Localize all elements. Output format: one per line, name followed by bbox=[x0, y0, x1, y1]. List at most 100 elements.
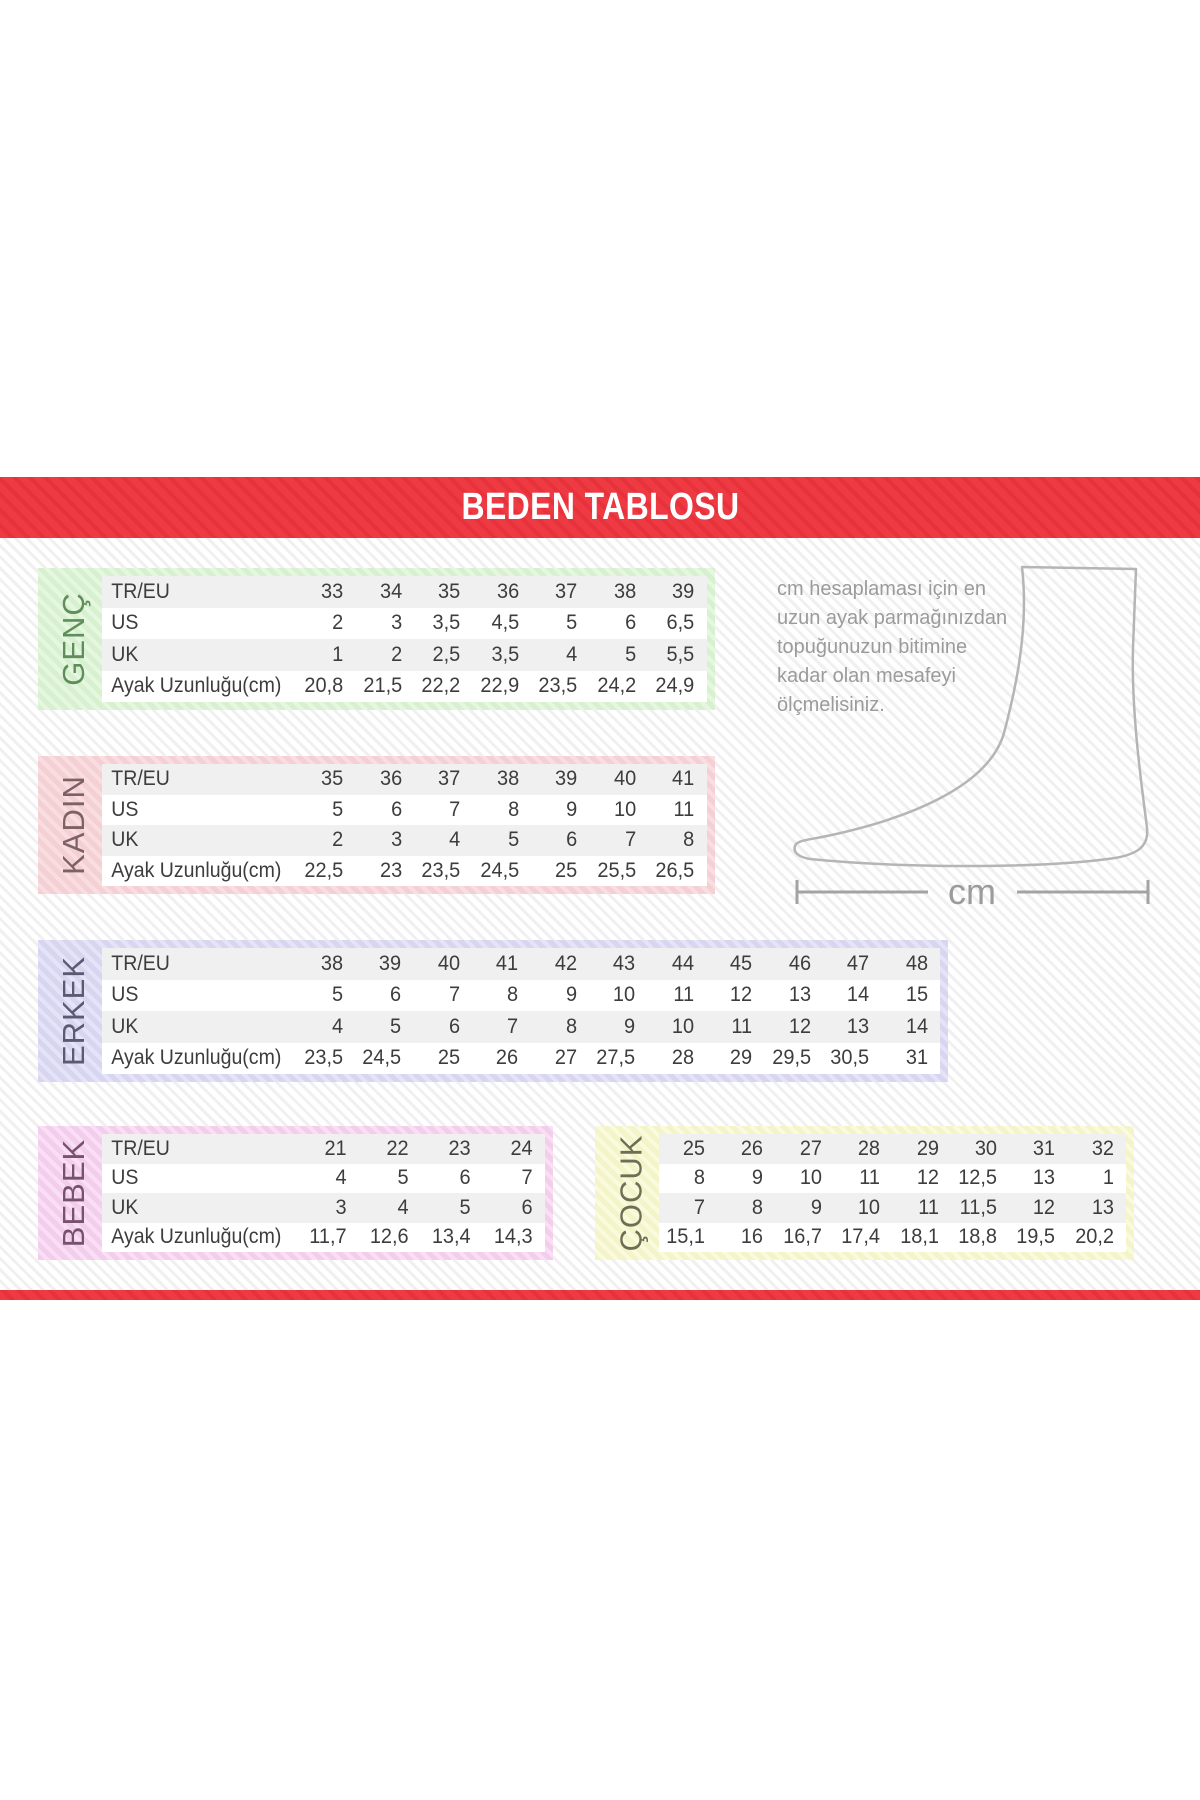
table-cell: 11,5 bbox=[959, 1195, 997, 1219]
table-cell: 5 bbox=[397, 1166, 409, 1190]
table-label-text: KADIN bbox=[56, 775, 91, 875]
table-cell: 22,9 bbox=[480, 674, 519, 698]
table-cell: 12 bbox=[1033, 1195, 1056, 1219]
table-cell: 8 bbox=[693, 1166, 706, 1190]
table-cell: 3,5 bbox=[491, 642, 519, 666]
table-label-cocuk: ÇOCUK bbox=[603, 1134, 659, 1252]
table-cell: 23,5 bbox=[421, 858, 461, 882]
table-row: US 5 6 7 8 9 10 11 12 13 14 15 bbox=[102, 980, 940, 1012]
table-cell: 23 bbox=[379, 858, 402, 882]
table-cell: 43 bbox=[613, 951, 636, 975]
table-cell: 16 bbox=[741, 1225, 764, 1249]
table-cell: 25 bbox=[682, 1136, 706, 1160]
size-table-erkek: ERKEK TR/EU 38 39 40 41 42 43 44 45 46 47 48 US 5 6 7 8 9 1… bbox=[38, 940, 948, 1082]
table-cell: 38 bbox=[613, 579, 637, 603]
table-cell: 5 bbox=[459, 1195, 471, 1219]
table-cell: 9 bbox=[752, 1166, 764, 1190]
size-table-cocuk: ÇOCUK 25 26 27 28 29 30 31 32 8 9 10 11 12 12,5 13 1 7 8 9 1… bbox=[595, 1126, 1134, 1260]
table-cell: 22,2 bbox=[421, 674, 461, 698]
table-row: TR/EU 38 39 40 41 42 43 44 45 46 47 48 bbox=[102, 948, 940, 980]
table-row: UK 3 4 5 6 bbox=[102, 1193, 545, 1223]
table-label-genc: GENÇ bbox=[46, 576, 102, 702]
table-row: UK 4 5 6 7 8 9 10 11 12 13 14 bbox=[102, 1011, 940, 1043]
table-cell: 13 bbox=[788, 983, 811, 1007]
page-title: BEDEN TABLOSU bbox=[461, 486, 739, 528]
table-cell: 8 bbox=[507, 983, 519, 1007]
table-cell: 6 bbox=[390, 983, 402, 1007]
table-label-erkek: ERKEK bbox=[46, 948, 102, 1074]
table-cell: 7 bbox=[449, 797, 461, 821]
table-label-text: BEBEK bbox=[56, 1138, 92, 1248]
table-cell: 5 bbox=[625, 642, 637, 666]
table-cell: 31 bbox=[905, 1046, 928, 1070]
row-header: UK bbox=[111, 1014, 139, 1038]
table-grid: TR/EU 21 22 23 24 US 4 5 6 7 UK 3 4 5 6 Ayak Uzunluğu(c… bbox=[102, 1134, 545, 1252]
row-header: UK bbox=[111, 642, 139, 666]
table-cell: 8 bbox=[683, 828, 695, 852]
table-cell: 24,5 bbox=[362, 1046, 402, 1070]
table-cell: 11 bbox=[731, 1014, 753, 1038]
table-cell: 48 bbox=[905, 951, 928, 975]
table-cell: 3 bbox=[335, 1195, 347, 1219]
table-cell: 7 bbox=[521, 1166, 533, 1190]
table-cell: 42 bbox=[554, 951, 577, 975]
table-cell: 4 bbox=[397, 1195, 409, 1219]
table-cell: 26,5 bbox=[655, 858, 695, 882]
table-cell: 9 bbox=[810, 1195, 822, 1219]
table-cell: 38 bbox=[320, 951, 344, 975]
table-cell: 2 bbox=[332, 828, 344, 852]
table-cell: 30 bbox=[974, 1136, 997, 1160]
table-cell: 21,5 bbox=[362, 674, 402, 698]
table-row: 15,1 16 16,7 17,4 18,1 18,8 19,5 20,2 bbox=[659, 1223, 1126, 1253]
table-cell: 15 bbox=[905, 983, 928, 1007]
table-cell: 22 bbox=[386, 1136, 409, 1160]
table-cell: 29,5 bbox=[771, 1046, 811, 1070]
table-cell: 4,5 bbox=[491, 611, 519, 635]
table-row: UK 2 3 4 5 6 7 8 bbox=[102, 825, 707, 856]
table-grid: TR/EU 35 36 37 38 39 40 41 US 5 6 7 8 9 10 11 UK 2 3 4 5 6 7 8 A… bbox=[102, 764, 707, 886]
table-label-text: ÇOCUK bbox=[613, 1134, 649, 1252]
row-header: TR/EU bbox=[111, 767, 170, 791]
table-cell: 41 bbox=[672, 767, 695, 791]
table-cell: 15,1 bbox=[666, 1225, 706, 1249]
table-cell: 39 bbox=[379, 951, 402, 975]
table-cell: 11 bbox=[917, 1195, 939, 1219]
foot-outline-illustration: cm bbox=[793, 565, 1150, 912]
table-row: TR/EU 35 36 37 38 39 40 41 bbox=[102, 764, 707, 795]
table-cell: 9 bbox=[624, 1014, 636, 1038]
table-cell: 26 bbox=[741, 1136, 764, 1160]
table-cell: 37 bbox=[438, 767, 461, 791]
table-cell: 4 bbox=[335, 1166, 347, 1190]
table-cell: 9 bbox=[566, 797, 578, 821]
table-row: Ayak Uzunluğu(cm) 22,5 23 23,5 24,5 25 25,5 26,… bbox=[102, 856, 707, 887]
table-cell: 8 bbox=[507, 797, 519, 821]
row-header: US bbox=[111, 797, 139, 821]
table-cell: 24,9 bbox=[655, 674, 695, 698]
table-cell: 39 bbox=[672, 579, 695, 603]
foot-outline-path bbox=[793, 565, 1149, 868]
table-cell: 4 bbox=[449, 828, 461, 852]
row-header: TR/EU bbox=[111, 1136, 170, 1160]
table-cell: 28 bbox=[857, 1136, 881, 1160]
row-header: US bbox=[111, 611, 139, 635]
table-cell: 35 bbox=[438, 579, 461, 603]
row-header: Ayak Uzunluğu(cm) bbox=[111, 858, 282, 882]
table-cell: 40 bbox=[613, 767, 637, 791]
table-cell: 6 bbox=[390, 797, 402, 821]
header-bar: BEDEN TABLOSU bbox=[0, 477, 1200, 538]
table-cell: 18,1 bbox=[899, 1225, 939, 1249]
table-cell: 4 bbox=[332, 1014, 344, 1038]
measure-note: cm hesaplaması için en uzun ayak parmağı… bbox=[777, 575, 1097, 720]
measure-note-line: topuğunuzun bitimine bbox=[777, 636, 968, 658]
table-label-kadin: KADIN bbox=[46, 764, 102, 886]
table-cell: 30,5 bbox=[830, 1046, 870, 1070]
table-cell: 3 bbox=[390, 611, 402, 635]
table-cell: 11 bbox=[673, 797, 695, 821]
table-cell: 24,5 bbox=[480, 858, 519, 882]
table-cell: 1 bbox=[332, 642, 344, 666]
table-row: US 4 5 6 7 bbox=[102, 1164, 545, 1194]
table-cell: 10 bbox=[613, 797, 637, 821]
row-header: US bbox=[111, 1166, 139, 1190]
row-header: UK bbox=[111, 1195, 139, 1219]
table-cell: 14 bbox=[846, 983, 870, 1007]
